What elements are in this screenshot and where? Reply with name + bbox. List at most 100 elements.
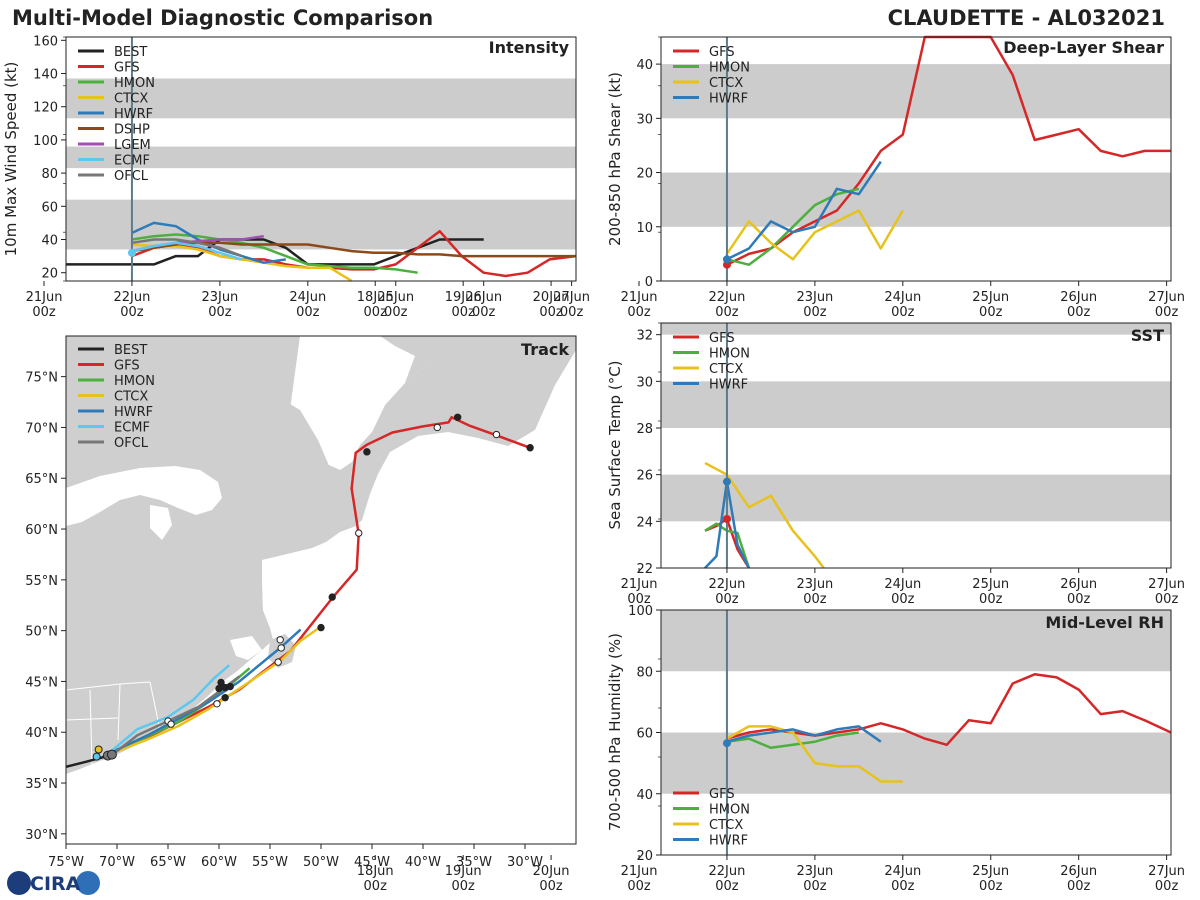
shear-xtick-hour: 00z	[803, 305, 827, 320]
track-position-marker	[217, 678, 225, 687]
shear-frame	[660, 36, 1172, 282]
shear-ytick-label: 20	[636, 167, 653, 182]
rh-xtick-day: 22Jun	[709, 864, 746, 879]
track-panel: 75°W 70°W 65°W 60°W 55°W 50°W 45°W 40°W 35°W 30°W…	[25, 335, 577, 870]
track-lat-tick-label: 35°N	[25, 777, 58, 792]
track-position-marker	[276, 636, 284, 644]
intensity-xtick-hour: 00z	[208, 305, 232, 320]
cira-logo-globe	[7, 871, 31, 895]
sst-xtick-day: 23Jun	[796, 577, 833, 592]
shear-series-hmon	[726, 187, 860, 266]
track-position-marker	[274, 658, 282, 666]
sst-xtick-hour: 00z	[803, 592, 827, 607]
sst-xtick-hour: 00z	[979, 592, 1003, 607]
intensity-ytick-label: 120	[33, 101, 58, 116]
intensity-legend-label: LGEM	[114, 138, 151, 153]
intensity-band-1	[66, 146, 576, 169]
intensity-series-dshp	[131, 241, 576, 258]
rh-legend-label: GFS	[709, 787, 735, 802]
track-position-marker	[355, 529, 363, 537]
shear-xtick-hour: 00z	[364, 305, 388, 320]
nesdis-badge-icon	[76, 871, 100, 895]
intensity-xtick-day: 23Jun	[201, 290, 238, 305]
sst-xtick-hour: 00z	[715, 592, 739, 607]
track-position-marker	[433, 423, 441, 432]
rh-ytick-label: 20	[636, 849, 653, 864]
figure-title: Multi-Model Diagnostic Comparison	[12, 6, 433, 30]
sst-xtick-day: 22Jun	[709, 577, 746, 592]
shear-xtick-hour: 00z	[627, 305, 651, 320]
rh-xtick-hour: 00z	[715, 879, 739, 894]
track-position-marker	[94, 745, 103, 754]
intensity-xtick-hour: 00z	[384, 305, 408, 320]
intensity-ytick-label: 160	[33, 34, 58, 49]
shear-legend-label: HMON	[709, 61, 750, 76]
sst-legend-label: HWRF	[709, 378, 748, 393]
intensity-series-ofcl	[131, 238, 243, 258]
track-lon-tick-label: 30°W	[507, 855, 543, 870]
sst-xtick-day: 26Jun	[1060, 577, 1097, 592]
track-position-marker	[363, 448, 371, 456]
intensity-ytick-label: 60	[41, 200, 58, 215]
shear-xtick-day: 24Jun	[884, 290, 921, 305]
track-legend-label: ECMF	[114, 421, 150, 436]
shear-xtick-hour: 00z	[715, 305, 739, 320]
states-border-lines	[66, 681, 161, 766]
intensity-xtick-day: 21Jun	[26, 290, 63, 305]
sst-ytick-label: 28	[636, 422, 653, 437]
rh-series-ctcx	[726, 725, 903, 783]
track-legend-label: CTCX	[114, 390, 148, 405]
rh-xtick-day: 21Jun	[621, 864, 658, 879]
sst-ytick-label: 22	[636, 562, 653, 577]
shear-ytick-label: 10	[636, 221, 653, 236]
track-lat-tick-label: 60°N	[25, 523, 58, 538]
rh-ytick-label: 60	[636, 727, 653, 742]
rh-ylabel: 700-500 hPa Humidity (%)	[606, 633, 624, 831]
intensity-xtick-hour: 00z	[560, 305, 584, 320]
rh-xtick-day: 20Jun	[533, 864, 570, 879]
sst-xtick-hour: 00z	[1067, 592, 1091, 607]
shear-xtick-hour: 00z	[451, 305, 475, 320]
intensity-ytick-label: 40	[41, 234, 58, 249]
sst-title: SST	[1131, 326, 1164, 345]
track-position-marker	[492, 430, 501, 439]
shear-xtick-day: 21Jun	[621, 290, 658, 305]
track-series-gfs	[110, 416, 531, 754]
shear-ytick-label: 30	[636, 112, 653, 127]
sst-xtick-hour: 00z	[627, 592, 651, 607]
rh-xtick-hour: 00z	[979, 879, 1003, 894]
intensity-legend-label: CTCX	[114, 92, 148, 107]
rh-xtick-hour: 00z	[451, 879, 475, 894]
shear-xtick-hour: 00z	[539, 305, 563, 320]
shear-xtick-hour: 00z	[1155, 305, 1179, 320]
track-position-marker	[92, 752, 101, 761]
sst-ytick-label: 26	[636, 469, 653, 484]
rh-xtick-day: 26Jun	[1060, 864, 1097, 879]
track-legend-label: GFS	[114, 359, 140, 374]
rh-series-hmon	[726, 731, 859, 750]
intensity-marker-ecmf	[127, 248, 136, 257]
track-title: Track	[521, 340, 569, 359]
sst-legend-label: CTCX	[709, 362, 743, 377]
track-position-marker	[167, 720, 175, 728]
rh-xtick-hour: 00z	[1067, 879, 1091, 894]
shear-xtick-day: 20Jun	[533, 290, 570, 305]
rh-xtick-day: 24Jun	[884, 864, 921, 879]
shear-title: Deep-Layer Shear	[1003, 38, 1164, 57]
track-legend-label: OFCL	[114, 436, 149, 451]
track-lon-tick-label: 70°W	[99, 855, 135, 870]
intensity-xtick-hour: 00z	[32, 305, 56, 320]
shear-xtick-day: 26Jun	[1060, 290, 1097, 305]
rh-band-1	[661, 610, 1171, 672]
cira-logo-text: CIRA	[30, 873, 81, 895]
track-lat-tick-label: 50°N	[25, 625, 58, 640]
rh-legend-label: HMON	[709, 803, 750, 818]
intensity-ytick-label: 80	[41, 167, 58, 182]
baffin-bay	[290, 336, 415, 470]
shear-band-0	[661, 172, 1171, 227]
track-lon-tick-label: 55°W	[252, 855, 288, 870]
intensity-xtick-day: 26Jun	[465, 290, 502, 305]
intensity-band-2	[66, 78, 576, 119]
rh-xtick-hour: 00z	[803, 879, 827, 894]
